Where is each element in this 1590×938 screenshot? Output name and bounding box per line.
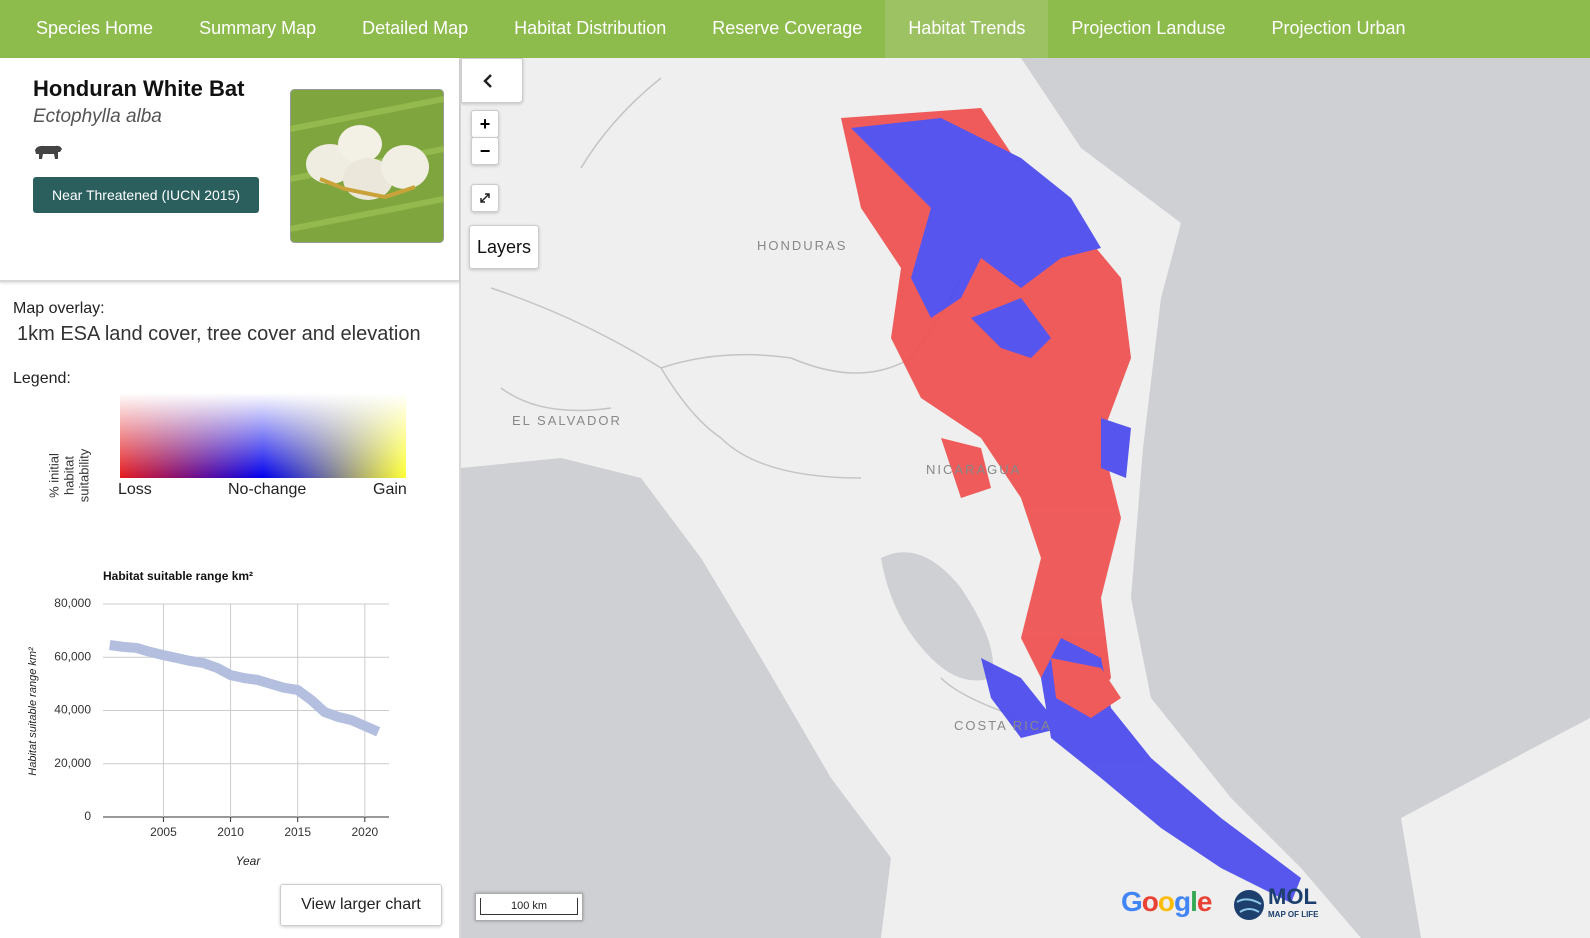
x-tick-label: 2010 bbox=[217, 825, 244, 839]
y-tick-label: 40,000 bbox=[54, 703, 91, 717]
habitat-trend-line bbox=[109, 640, 381, 737]
y-tick-label: 0 bbox=[84, 809, 91, 823]
species-name: Honduran White Bat bbox=[33, 76, 245, 101]
y-axis-label: Habitat suitable range km² bbox=[27, 647, 39, 776]
fullscreen-button[interactable] bbox=[471, 184, 499, 212]
chevron-icon bbox=[483, 74, 492, 88]
nav-item[interactable]: Species Home bbox=[36, 18, 154, 38]
fullscreen-icon bbox=[480, 193, 490, 203]
nav-item[interactable]: Projection Urban bbox=[1271, 18, 1406, 38]
y-tick-label: 80,000 bbox=[54, 596, 91, 610]
nav-item[interactable]: Habitat Distribution bbox=[514, 18, 667, 38]
x-tick-label: 2015 bbox=[284, 825, 311, 839]
land bbox=[461, 58, 1361, 938]
mol-subtitle: MAP OF LIFE bbox=[1268, 910, 1319, 919]
x-axis-label: Year bbox=[236, 854, 262, 868]
lake bbox=[881, 552, 993, 681]
scale-bar: 100 km bbox=[475, 893, 583, 921]
nav-item[interactable]: Habitat Trends bbox=[885, 0, 1049, 58]
nav-item[interactable]: Detailed Map bbox=[362, 18, 469, 38]
mol-logo: MOL bbox=[1268, 884, 1317, 909]
view-larger-chart-button[interactable]: View larger chart bbox=[280, 884, 442, 926]
zoom-out-button[interactable]: − bbox=[471, 137, 499, 165]
nav-bar: Species Home Summary Map Detailed Map Ha… bbox=[0, 0, 1590, 58]
status-badge: Near Threatened (IUCN 2015) bbox=[33, 177, 259, 213]
legend-no-change: No-change bbox=[228, 481, 307, 498]
country-label: EL SALVADOR bbox=[512, 413, 622, 428]
mammal-icon bbox=[35, 145, 62, 159]
y-tick-label: 60,000 bbox=[54, 649, 91, 663]
legend-loss: Loss bbox=[118, 481, 152, 498]
collapse-sidebar-button[interactable] bbox=[461, 58, 523, 103]
scientific-name: Ectophylla alba bbox=[33, 106, 162, 127]
border bbox=[490, 77, 1022, 719]
x-tick-label: 2005 bbox=[150, 825, 177, 839]
species-photo bbox=[290, 89, 444, 243]
chart-title: Habitat suitable range km² bbox=[103, 569, 253, 583]
mol-globe bbox=[1234, 890, 1264, 920]
legend-gradient bbox=[120, 393, 406, 478]
zoom-in-button[interactable]: + bbox=[471, 110, 499, 138]
map: HONDURAS EL SALVADOR NICARAGUA COSTA RIC… bbox=[461, 58, 1590, 938]
y-tick-label: 20,000 bbox=[54, 756, 91, 770]
legend-gain: Gain bbox=[373, 481, 407, 498]
trend-chart: Habitat suitable range km² 0 20,000 40,000 6… bbox=[27, 569, 389, 868]
land bbox=[1401, 718, 1590, 938]
scale-label: 100 km bbox=[480, 898, 578, 915]
map-canvas: HONDURAS EL SALVADOR NICARAGUA COSTA RIC… bbox=[461, 58, 1590, 938]
legend-axis-label: % initial habitat suitability bbox=[46, 448, 92, 503]
overlay-value: 1km ESA land cover, tree cover and eleva… bbox=[17, 323, 421, 345]
overlay-label: Map overlay: bbox=[13, 300, 105, 317]
country-label: NICARAGUA bbox=[926, 462, 1021, 477]
nav-item[interactable]: Reserve Coverage bbox=[712, 18, 863, 38]
sidebar: Honduran White Bat Ectophylla alba Near … bbox=[0, 58, 461, 938]
nav-item[interactable]: Summary Map bbox=[199, 18, 317, 38]
layers-button[interactable]: Layers bbox=[469, 225, 539, 269]
species-card: Honduran White Bat Ectophylla alba Near … bbox=[0, 58, 459, 282]
google-logo: Google bbox=[1121, 886, 1212, 917]
x-tick-label: 2020 bbox=[351, 825, 378, 839]
nav-item[interactable]: Projection Landuse bbox=[1071, 18, 1226, 38]
habitat-change bbox=[841, 108, 1301, 903]
country-label: HONDURAS bbox=[757, 238, 847, 253]
legend-label: Legend: bbox=[13, 370, 71, 387]
country-label: COSTA RICA bbox=[954, 718, 1052, 733]
